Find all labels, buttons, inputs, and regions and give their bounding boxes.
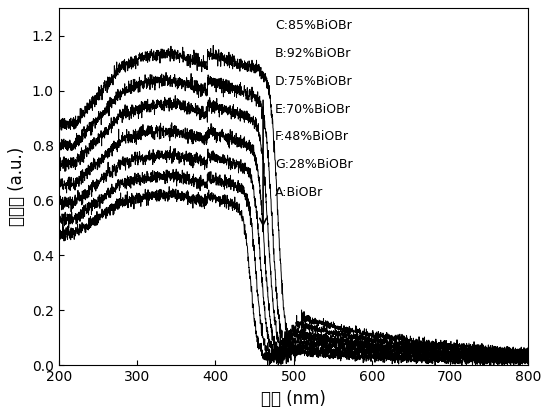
Text: D:75%BiOBr: D:75%BiOBr [275,75,353,88]
Text: F:48%BiOBr: F:48%BiOBr [275,130,349,144]
X-axis label: 波长 (nm): 波长 (nm) [261,390,326,408]
Text: A:BiOBr: A:BiOBr [275,186,323,199]
Text: G:28%BiOBr: G:28%BiOBr [275,158,353,171]
Y-axis label: 吸光度 (a.u.): 吸光度 (a.u.) [8,147,26,226]
Text: E:70%BiOBr: E:70%BiOBr [275,103,351,116]
Text: C:85%BiOBr: C:85%BiOBr [275,19,351,32]
Text: B:92%BiOBr: B:92%BiOBr [275,47,351,60]
